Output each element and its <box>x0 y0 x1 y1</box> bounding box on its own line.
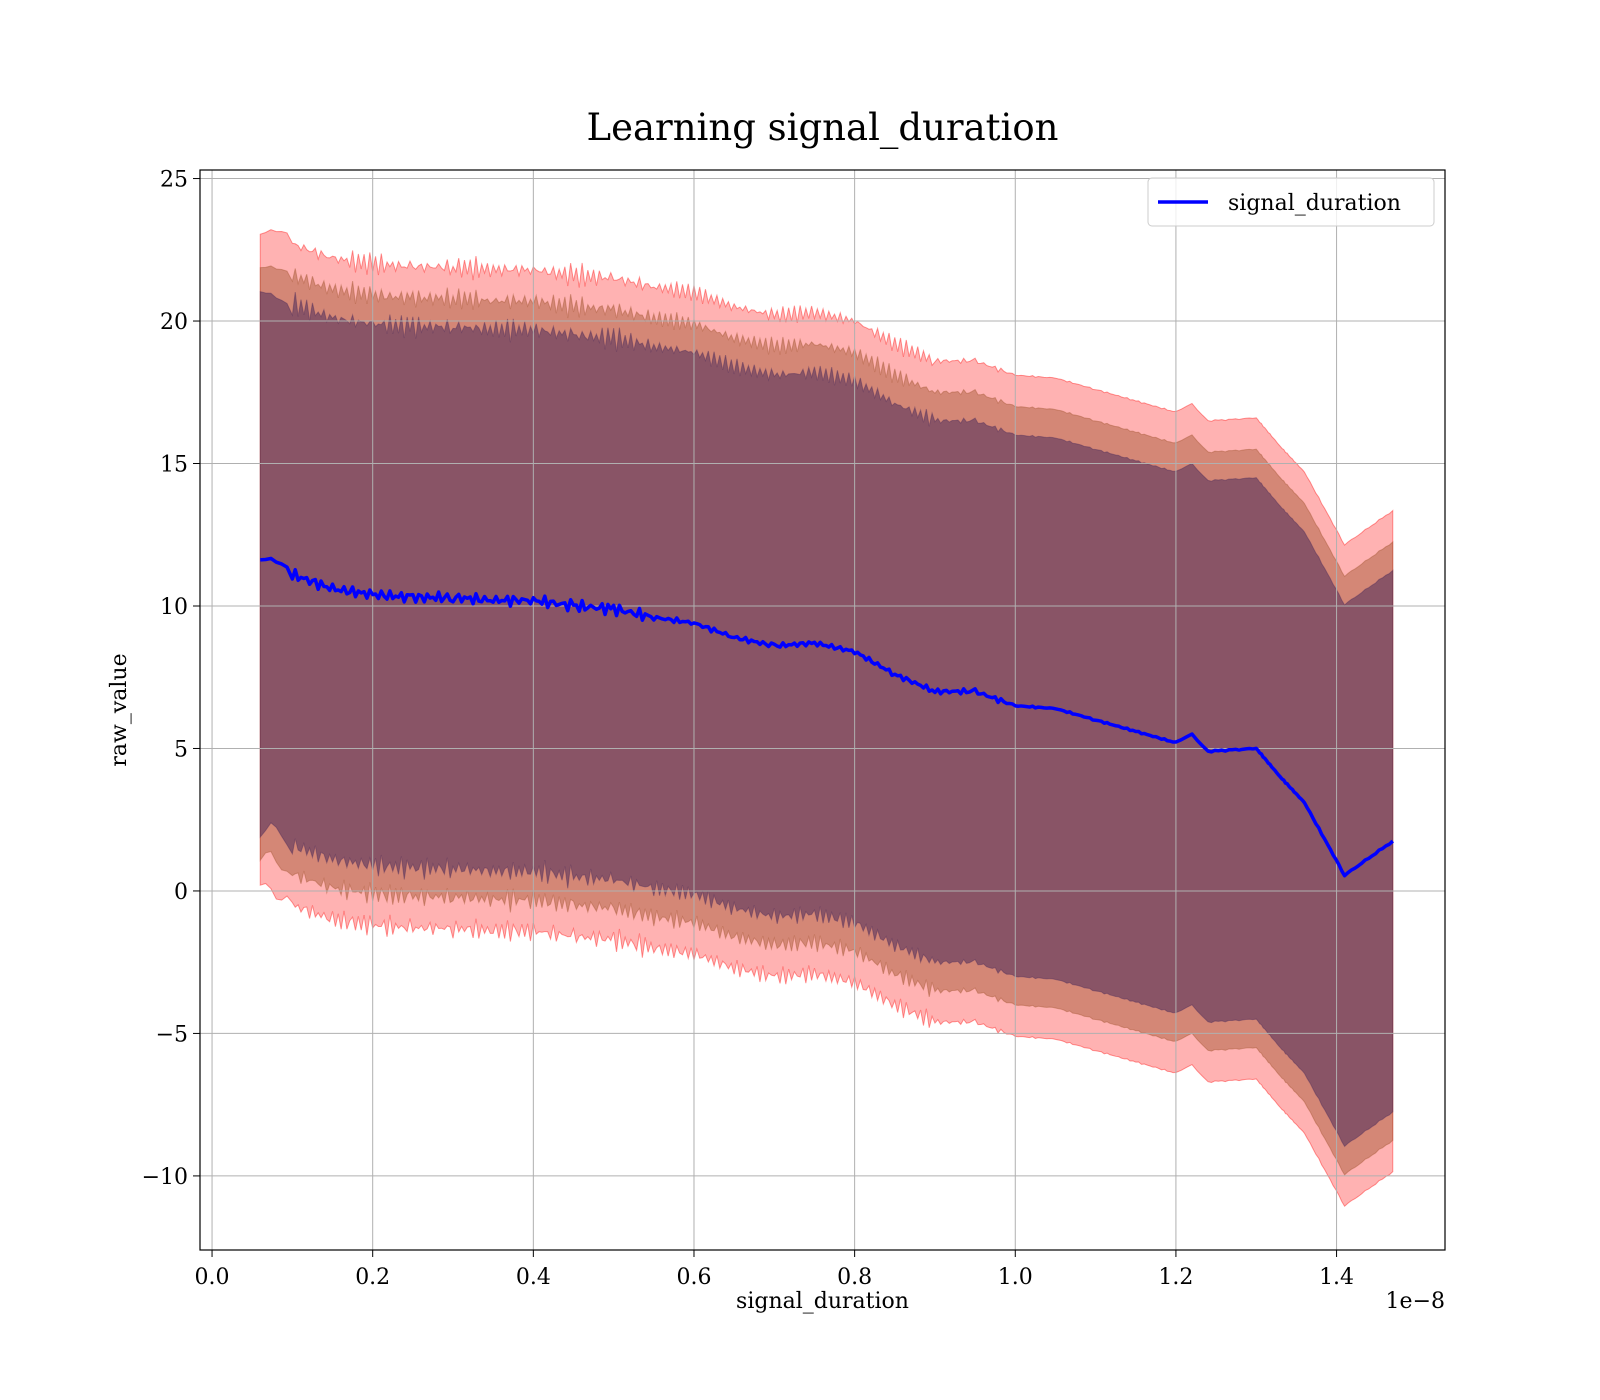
x-tick-label: 1.2 <box>1158 1265 1193 1290</box>
line-layer <box>260 556 1394 878</box>
legend-label: signal_duration <box>1228 191 1401 216</box>
bands-layer <box>259 229 1394 1208</box>
x-tick-label: 0.4 <box>516 1265 551 1290</box>
x-axis-title: signal_duration <box>736 1289 909 1314</box>
x-tick-label: 1.0 <box>998 1265 1033 1290</box>
legend: signal_duration <box>1147 177 1435 227</box>
confidence-band-1sigma <box>259 291 1394 1148</box>
plot-frame <box>199 169 1446 1251</box>
y-tick-label: 25 <box>160 168 188 193</box>
legend-box <box>1147 177 1435 227</box>
y-tick-label: 0 <box>174 880 188 905</box>
series-line-signal-duration <box>260 556 1394 878</box>
y-tick-label: 15 <box>160 453 188 478</box>
y-tick-label: 20 <box>160 310 188 335</box>
x-tick-label: 0.6 <box>676 1265 711 1290</box>
y-tick-label: −10 <box>142 1165 188 1190</box>
y-tick-label: −5 <box>156 1022 188 1047</box>
x-offset-label: 1e−8 <box>1386 1289 1445 1314</box>
y-tick-label: 10 <box>160 595 188 620</box>
y-axis-title: raw_value <box>107 653 132 766</box>
x-tick-label: 0.0 <box>195 1265 230 1290</box>
x-tick-label: 0.2 <box>355 1265 390 1290</box>
x-tick-label: 0.8 <box>837 1265 872 1290</box>
ticks-layer: 0.0 0.2 0.4 0.6 0.8 1.0 1.2 1.4 −10 −5 0 5 10 15 20 25 <box>142 168 1355 1290</box>
y-tick-label: 5 <box>174 737 188 762</box>
x-tick-label: 1.4 <box>1319 1265 1354 1290</box>
chart-title: Learning signal_duration <box>587 106 1059 150</box>
